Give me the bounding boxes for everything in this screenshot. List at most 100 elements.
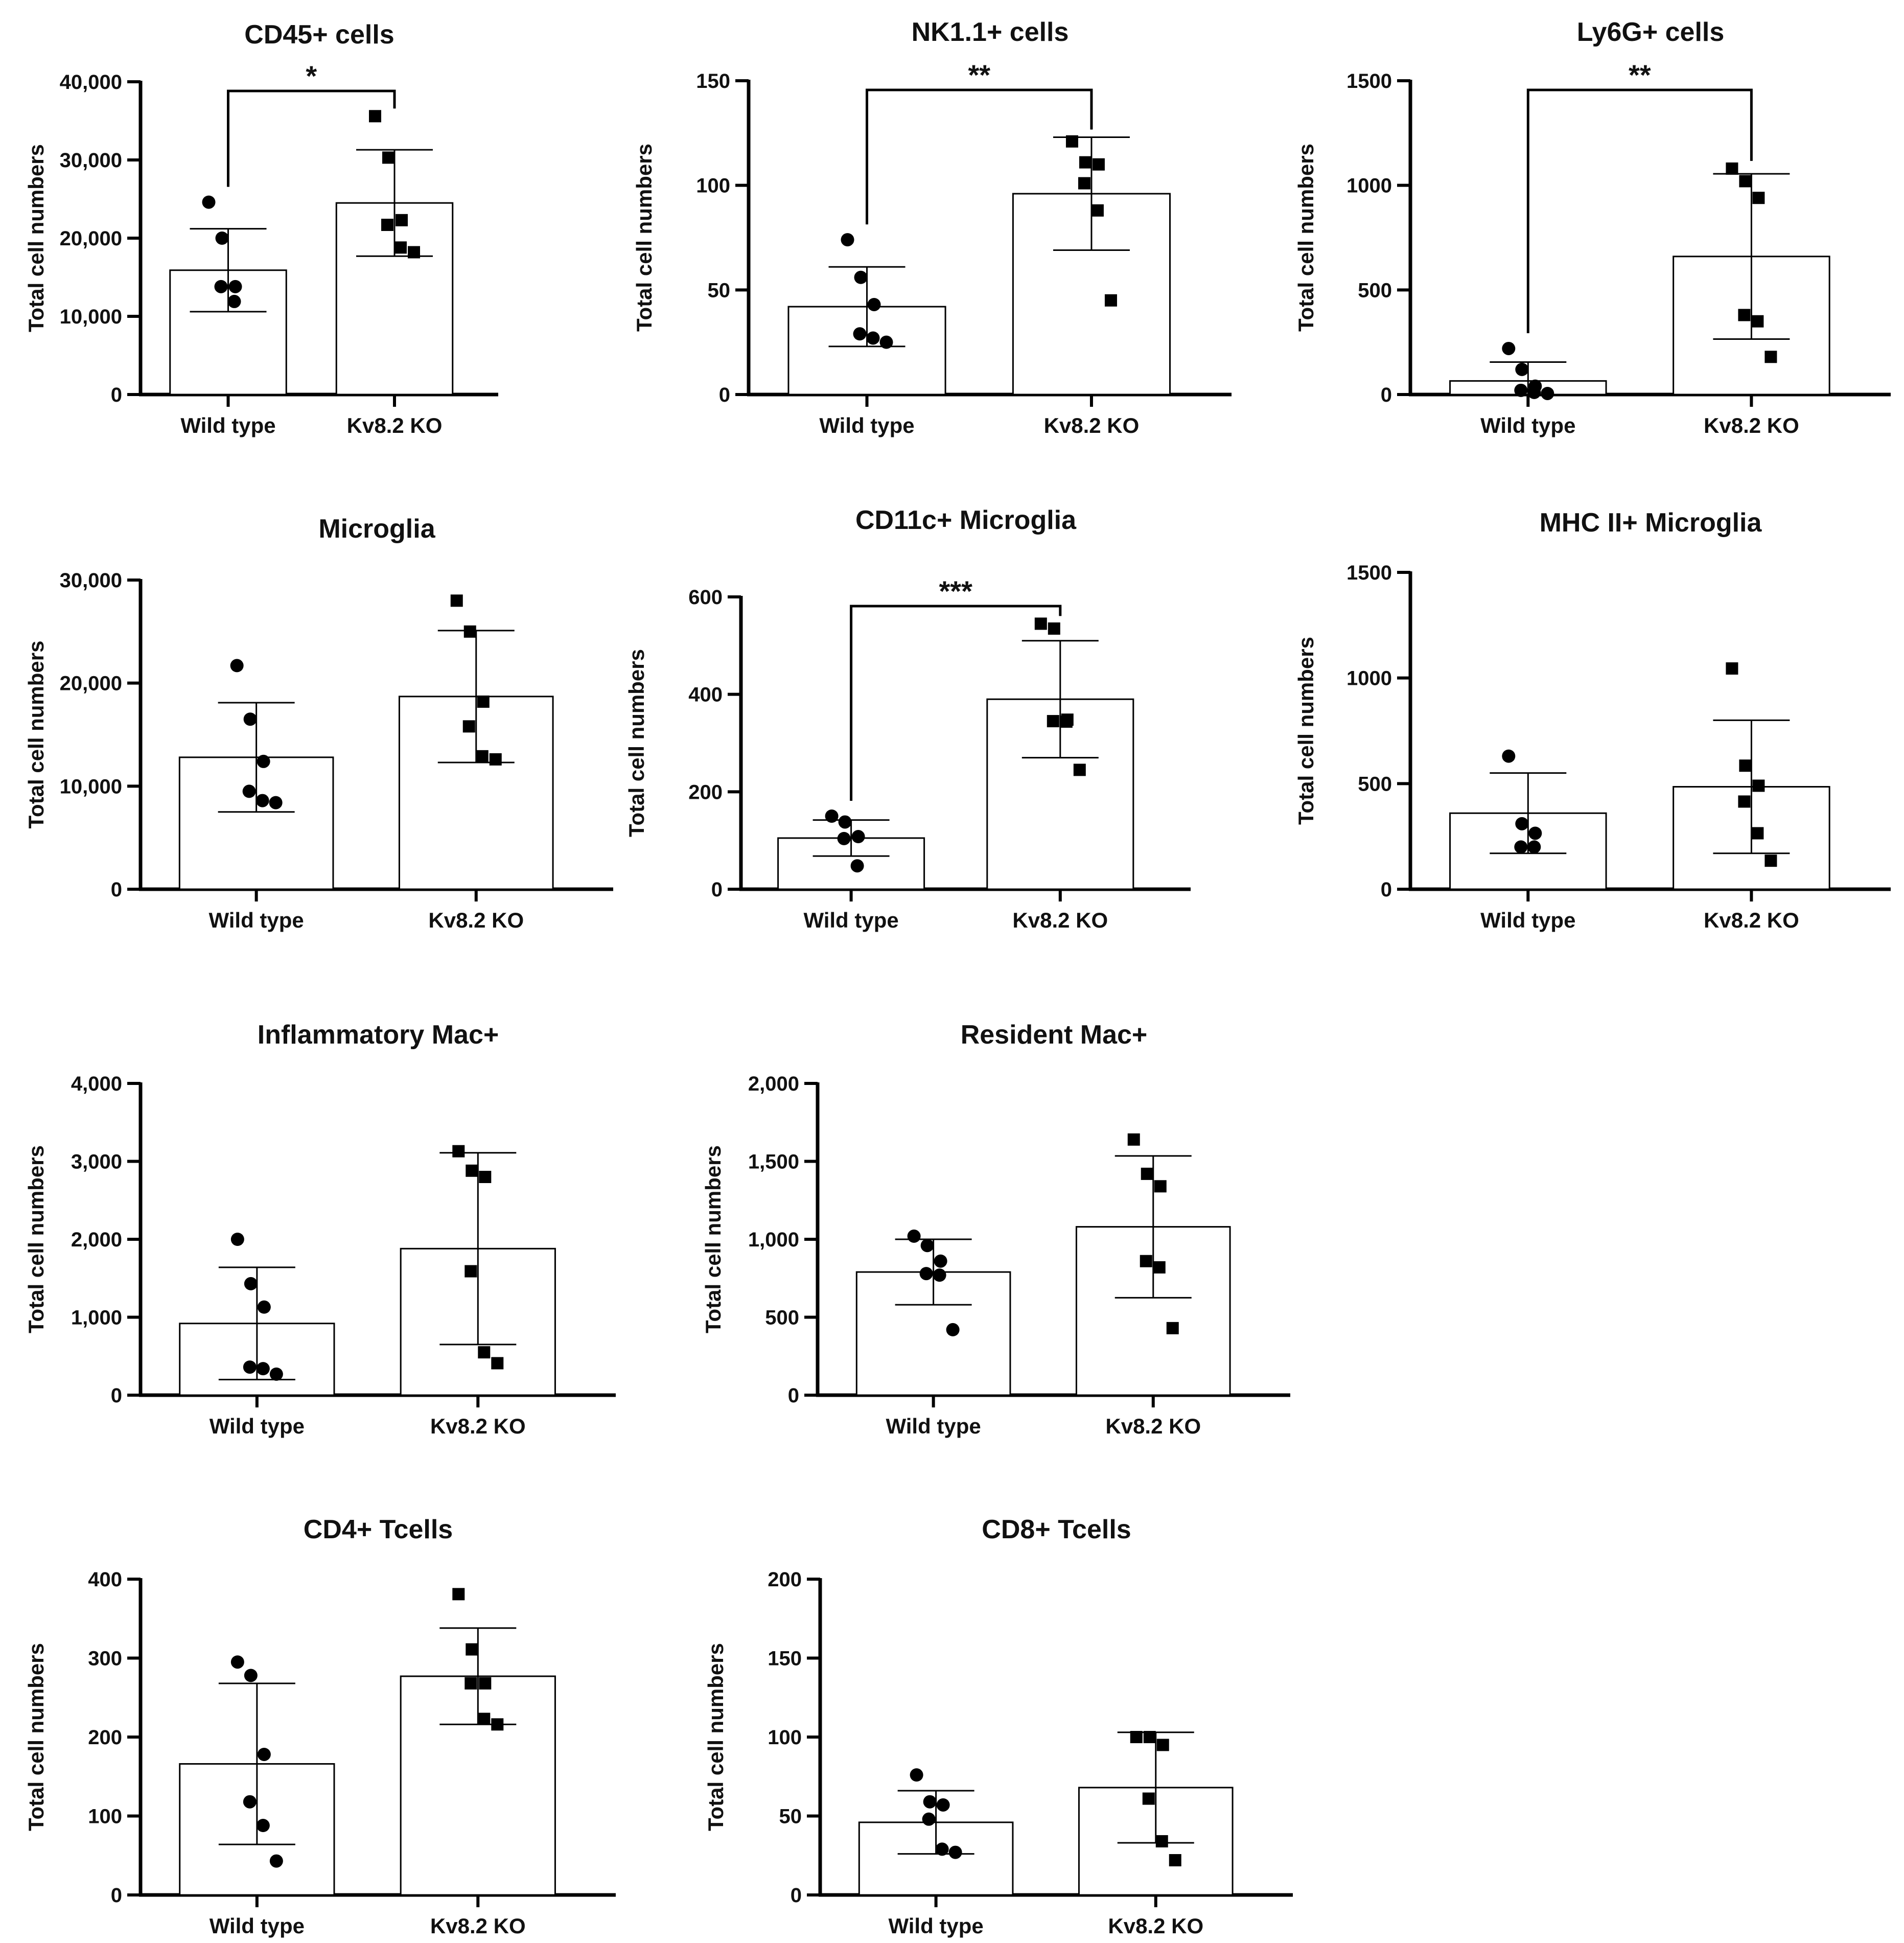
y-axis-label: Total cell numbers xyxy=(24,1145,48,1333)
data-point-square xyxy=(1764,351,1777,363)
y-tick-label: 0 xyxy=(111,1884,122,1907)
data-point-circle xyxy=(256,794,269,807)
x-tick-label: Wild type xyxy=(803,908,898,932)
x-tick-label: Kv8.2 KO xyxy=(430,1414,526,1438)
x-tick-label: Kv8.2 KO xyxy=(1105,1414,1201,1438)
data-point-circle xyxy=(910,1768,923,1782)
data-point-circle xyxy=(242,784,256,798)
data-point-square xyxy=(1060,715,1073,728)
y-tick-label: 500 xyxy=(1358,279,1392,302)
y-tick-label: 0 xyxy=(791,1884,802,1907)
data-point-square xyxy=(382,151,394,164)
y-tick-label: 600 xyxy=(688,586,723,609)
data-point-circle xyxy=(256,1362,270,1376)
data-point-square xyxy=(1047,715,1059,728)
y-tick-label: 10,000 xyxy=(60,775,122,798)
y-tick-label: 1500 xyxy=(1346,70,1392,92)
chart-panel-2: NK1.1+ cells Total cell numbers 0 50 100 150 W… xyxy=(632,17,1232,437)
data-point-circle xyxy=(244,1277,258,1290)
significance-bracket xyxy=(227,89,396,187)
data-point-circle xyxy=(934,1254,947,1268)
data-point-circle xyxy=(202,195,216,209)
data-point-circle xyxy=(257,1747,271,1761)
significance-label: *** xyxy=(939,575,973,607)
data-point-circle xyxy=(1541,386,1554,400)
y-tick-label: 20,000 xyxy=(60,673,122,695)
chart-panel-7: Inflammatory Mac+ Total cell numbers 0 1,00… xyxy=(24,1020,616,1438)
y-axis-label: Total cell numbers xyxy=(624,649,648,837)
data-point-square xyxy=(479,1171,492,1183)
data-point-square xyxy=(491,1357,504,1370)
chart-title: MHC II+ Microglia xyxy=(1540,508,1762,538)
data-point-square xyxy=(1739,759,1752,772)
data-point-square xyxy=(466,1643,478,1656)
data-point-circle xyxy=(841,233,854,247)
y-tick-label: 0 xyxy=(788,1384,799,1407)
data-point-circle xyxy=(269,796,283,809)
data-point-circle xyxy=(230,1655,244,1669)
y-tick-label: 0 xyxy=(1381,384,1392,406)
chart-title: CD4+ Tcells xyxy=(304,1515,453,1544)
data-point-square xyxy=(1166,1322,1179,1334)
data-point-circle xyxy=(228,280,242,293)
data-point-circle xyxy=(948,1845,962,1859)
x-tick-label: Wild type xyxy=(819,413,914,437)
chart-title: CD11c+ Microglia xyxy=(855,505,1077,535)
y-tick-label: 2,000 xyxy=(71,1229,122,1251)
data-point-square xyxy=(1726,662,1738,675)
y-tick-label: 40,000 xyxy=(60,71,122,94)
data-point-circle xyxy=(269,1854,283,1868)
x-tick-label: Kv8.2 KO xyxy=(428,908,524,932)
data-point-square xyxy=(396,214,408,226)
data-point-square xyxy=(1078,177,1090,190)
y-tick-label: 2,000 xyxy=(748,1073,799,1095)
x-tick-label: Kv8.2 KO xyxy=(1108,1914,1203,1938)
y-tick-label: 100 xyxy=(768,1726,802,1749)
data-point-circle xyxy=(867,297,881,311)
x-tick-label: Wild type xyxy=(888,1914,983,1938)
x-tick-label: Wild type xyxy=(210,1914,305,1938)
data-point-square xyxy=(1034,617,1047,630)
data-point-square xyxy=(478,1713,491,1725)
y-tick-label: 0 xyxy=(719,384,730,406)
x-tick-label: Kv8.2 KO xyxy=(1012,908,1108,932)
data-point-circle xyxy=(243,1795,257,1809)
data-point-square xyxy=(1065,135,1078,148)
y-axis-label: Total cell numbers xyxy=(701,1145,725,1333)
data-point-circle xyxy=(935,1842,949,1856)
chart-panel-9: CD4+ Tcells Total cell numbers 0 100 200 300 4… xyxy=(24,1515,616,1938)
y-tick-label: 0 xyxy=(111,1384,122,1407)
data-point-square xyxy=(1154,1180,1167,1193)
y-tick-label: 1000 xyxy=(1346,667,1392,690)
data-point-circle xyxy=(851,830,865,844)
data-point-circle xyxy=(227,294,241,308)
y-tick-label: 1,000 xyxy=(71,1307,122,1329)
data-point-square xyxy=(1127,1133,1140,1146)
data-point-square xyxy=(1143,1731,1156,1743)
y-axis-label: Total cell numbers xyxy=(24,144,48,332)
y-tick-label: 300 xyxy=(88,1648,122,1670)
y-axis-label: Total cell numbers xyxy=(1294,637,1318,825)
data-point-circle xyxy=(214,280,228,293)
data-point-square xyxy=(1091,204,1104,217)
chart-title: Microglia xyxy=(318,514,435,544)
data-point-circle xyxy=(215,232,229,245)
data-point-square xyxy=(1079,156,1092,169)
chart-panel-3: Ly6G+ cells Total cell numbers 0 500 1000 150… xyxy=(1294,17,1891,437)
data-point-circle xyxy=(933,1268,946,1282)
x-tick-label: Kv8.2 KO xyxy=(1704,908,1799,932)
y-tick-label: 400 xyxy=(88,1568,122,1591)
data-point-circle xyxy=(243,1360,257,1374)
chart-title: NK1.1+ cells xyxy=(912,17,1069,47)
data-point-square xyxy=(394,241,407,254)
x-tick-label: Kv8.2 KO xyxy=(1044,413,1140,437)
y-tick-label: 200 xyxy=(688,781,723,803)
data-point-circle xyxy=(907,1229,921,1243)
y-tick-label: 1500 xyxy=(1346,562,1392,584)
data-point-circle xyxy=(1514,840,1528,854)
data-point-square xyxy=(1048,622,1060,635)
data-point-square xyxy=(1752,779,1765,792)
data-point-circle xyxy=(923,1795,937,1809)
y-tick-label: 30,000 xyxy=(60,569,122,592)
x-tick-label: Wild type xyxy=(210,1414,305,1438)
